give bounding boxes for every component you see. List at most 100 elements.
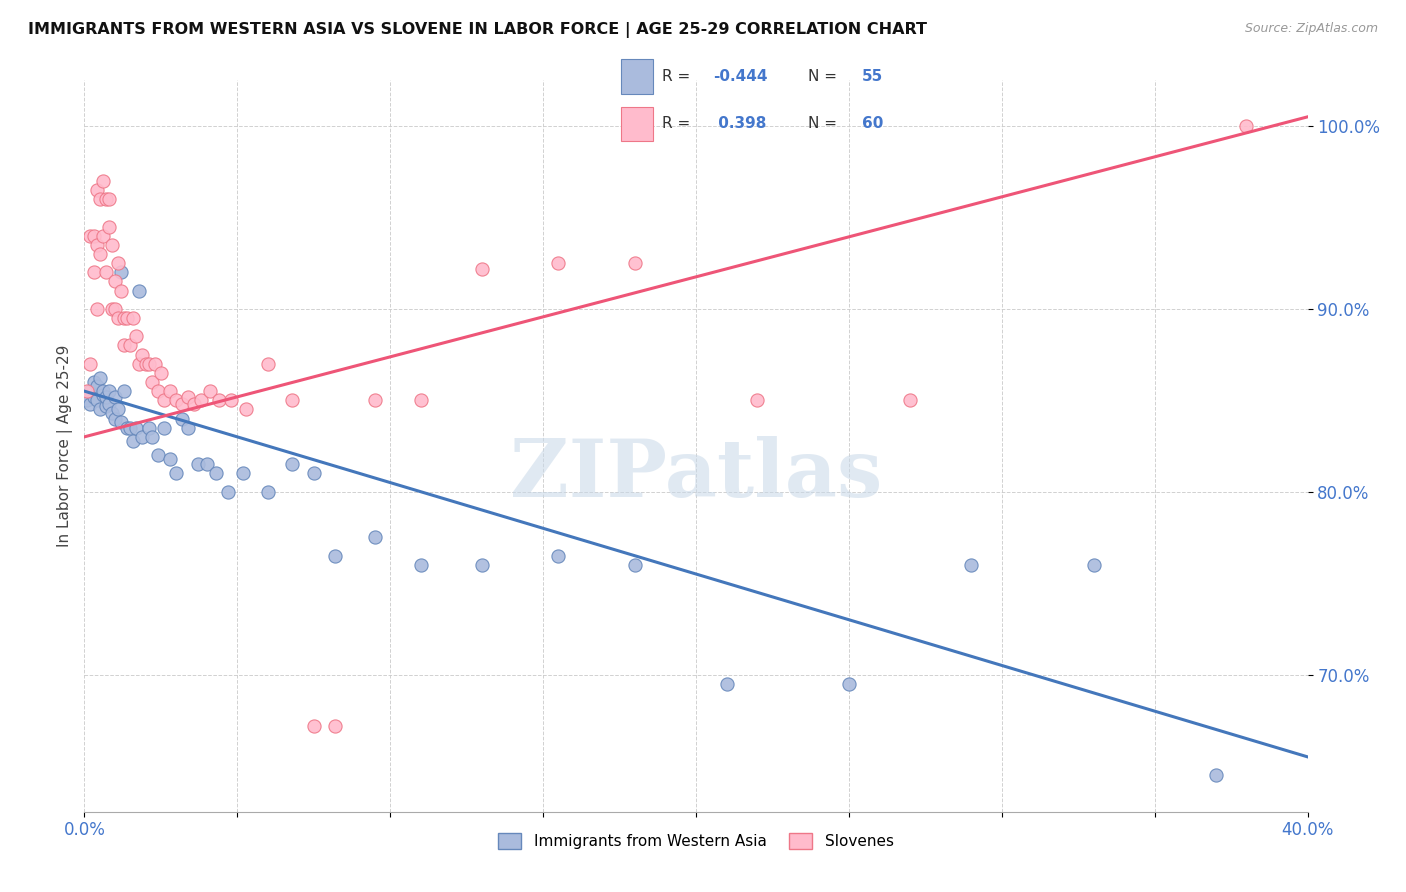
Point (547, 549, 569, 563)
Y-axis label: In Labor Force | Age 25-29: In Labor Force | Age 25-29 (58, 345, 73, 547)
Point (89, 192, 111, 206)
Point (115, 420, 138, 434)
Point (409, 558, 432, 572)
Text: 0.398: 0.398 (713, 117, 766, 131)
Point (83, 228, 105, 243)
Point (323, 549, 346, 563)
Point (83, 265, 105, 279)
Point (115, 310, 138, 325)
Text: R =: R = (662, 70, 690, 84)
Point (83, 375, 105, 389)
Point (94, 265, 117, 279)
Point (125, 329, 148, 343)
Point (177, 420, 200, 434)
Point (112, 310, 135, 325)
Point (159, 451, 181, 466)
Point (1205, 768, 1227, 782)
Point (131, 430, 153, 444)
Point (83, 390, 105, 404)
Point (97, 192, 120, 206)
Point (172, 411, 194, 425)
Point (110, 415, 132, 429)
Point (159, 384, 181, 399)
Point (112, 384, 135, 399)
Point (86, 183, 108, 197)
Point (146, 384, 169, 399)
Point (86, 393, 108, 408)
Point (1083, 558, 1105, 572)
Point (217, 484, 239, 499)
Point (110, 284, 132, 298)
Point (86, 301, 108, 316)
Point (205, 467, 228, 481)
Point (364, 393, 387, 408)
Point (89, 402, 111, 417)
FancyBboxPatch shape (621, 59, 652, 95)
Point (143, 357, 166, 371)
Point (177, 390, 200, 404)
Point (97, 384, 120, 399)
Point (281, 458, 304, 472)
Point (838, 677, 860, 691)
Point (302, 467, 325, 481)
Point (104, 301, 127, 316)
Point (107, 402, 129, 417)
Text: -0.444: -0.444 (713, 70, 768, 84)
Point (94, 399, 117, 413)
Point (302, 719, 325, 733)
Point (364, 530, 387, 544)
Point (747, 393, 769, 408)
Point (141, 375, 163, 389)
Point (112, 338, 135, 352)
Point (91, 228, 114, 243)
Point (183, 397, 205, 411)
Point (97, 397, 120, 411)
Point (257, 357, 280, 371)
Point (76, 384, 98, 399)
Point (235, 402, 257, 417)
Point (257, 484, 280, 499)
Point (89, 371, 111, 385)
Point (219, 393, 242, 408)
Point (323, 719, 346, 733)
Point (198, 384, 221, 399)
Point (120, 338, 142, 352)
Point (128, 357, 150, 371)
Point (104, 274, 127, 288)
Point (898, 393, 921, 408)
Point (232, 467, 254, 481)
Point (471, 558, 494, 572)
Point (104, 390, 127, 404)
Point (172, 397, 194, 411)
Point (281, 393, 304, 408)
Point (141, 430, 163, 444)
Text: 60: 60 (862, 117, 883, 131)
Point (86, 237, 108, 252)
Point (128, 284, 150, 298)
Point (195, 458, 218, 472)
Point (89, 247, 111, 261)
Point (208, 393, 231, 408)
Point (91, 388, 114, 402)
Text: IMMIGRANTS FROM WESTERN ASIA VS SLOVENE IN LABOR FORCE | AGE 25-29 CORRELATION C: IMMIGRANTS FROM WESTERN ASIA VS SLOVENE … (28, 22, 927, 38)
Text: R =: R = (662, 117, 690, 131)
Point (79, 357, 101, 371)
Point (186, 458, 208, 472)
Point (110, 265, 132, 279)
Point (165, 467, 187, 481)
Point (165, 393, 187, 408)
Point (76, 393, 98, 408)
Point (94, 390, 117, 404)
Point (79, 228, 101, 243)
Point (624, 256, 647, 270)
Point (101, 237, 124, 252)
Point (101, 406, 124, 420)
Point (131, 347, 153, 362)
Point (107, 256, 129, 270)
Point (190, 393, 212, 408)
Point (122, 310, 145, 325)
Point (79, 384, 101, 399)
Point (91, 384, 114, 399)
Point (960, 558, 983, 572)
Point (149, 366, 172, 380)
